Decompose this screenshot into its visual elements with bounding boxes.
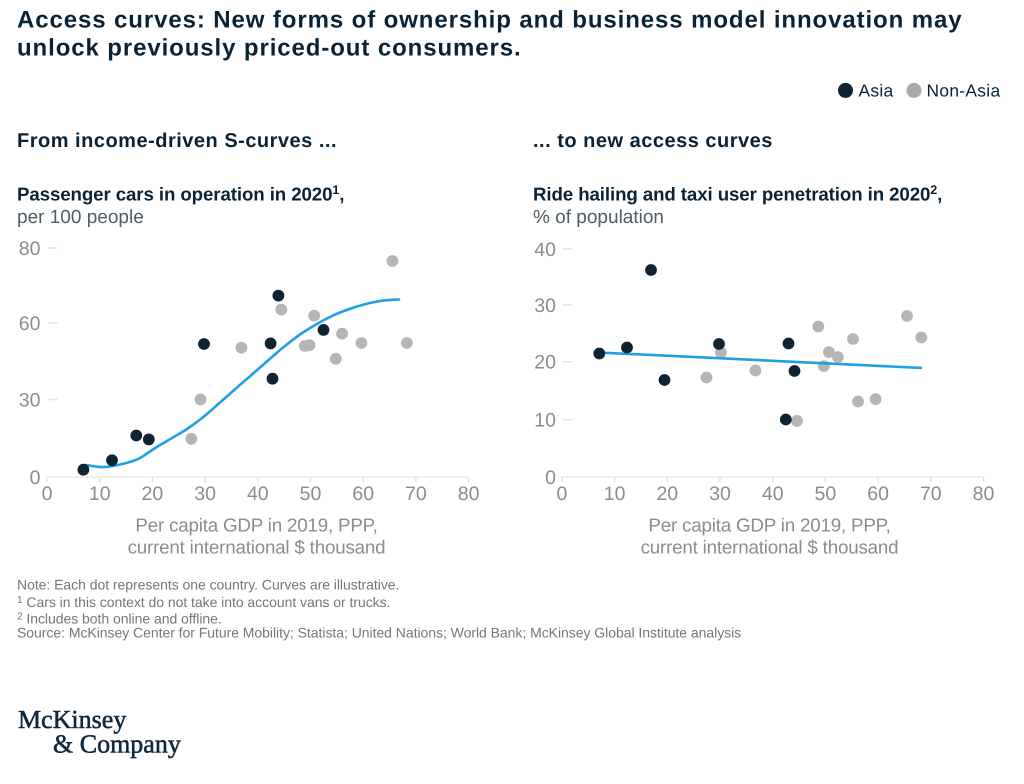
svg-text:60: 60: [352, 483, 374, 505]
svg-text:unlock previously priced-out c: unlock previously priced-out consumers.: [17, 35, 522, 62]
svg-text:current international $ thousa: current international $ thousand: [641, 537, 899, 558]
svg-text:70: 70: [920, 483, 942, 505]
svg-text:20: 20: [534, 352, 556, 374]
svg-text:50: 50: [815, 483, 837, 505]
svg-text:0: 0: [556, 483, 567, 505]
svg-text:30: 30: [709, 483, 731, 505]
svg-text:80: 80: [973, 483, 995, 505]
svg-text:1 Cars in this context do not: 1 Cars in this context do not take into …: [17, 594, 390, 610]
svg-text:current international $ thousa: current international $ thousand: [128, 537, 386, 558]
svg-text:10: 10: [534, 410, 556, 432]
svg-text:50: 50: [300, 483, 322, 505]
svg-text:40: 40: [534, 239, 556, 261]
svg-text:From income-driven S-curves ..: From income-driven S-curves ...: [17, 130, 337, 152]
svg-text:0: 0: [42, 483, 53, 505]
svg-text:Non-Asia: Non-Asia: [927, 81, 1001, 101]
svg-text:2 Includes both online and off: 2 Includes both online and offline.: [17, 611, 222, 627]
svg-text:40: 40: [247, 483, 269, 505]
svg-text:... to new access curves: ... to new access curves: [533, 130, 773, 152]
svg-text:Per capita GDP in 2019, PPP,: Per capita GDP in 2019, PPP,: [648, 514, 890, 535]
svg-text:per 100 people: per 100 people: [17, 207, 144, 228]
svg-text:10: 10: [604, 483, 626, 505]
svg-text:Passenger cars in operation in: Passenger cars in operation in 20201,: [17, 183, 344, 205]
svg-text:Asia: Asia: [859, 81, 894, 101]
svg-text:Access curves: New forms of ow: Access curves: New forms of ownership an…: [17, 7, 962, 34]
svg-text:& Company: & Company: [53, 729, 181, 758]
svg-text:40: 40: [762, 483, 784, 505]
svg-text:80: 80: [19, 238, 41, 260]
svg-text:Ride hailing and taxi user pen: Ride hailing and taxi user penetration i…: [533, 183, 942, 205]
svg-text:0: 0: [30, 467, 41, 489]
svg-text:60: 60: [19, 313, 41, 335]
svg-text:30: 30: [534, 295, 556, 317]
svg-text:% of population: % of population: [533, 207, 664, 228]
svg-text:70: 70: [405, 483, 427, 505]
svg-text:60: 60: [867, 483, 889, 505]
svg-text:McKinsey: McKinsey: [18, 705, 126, 734]
svg-text:0: 0: [545, 467, 556, 489]
svg-text:30: 30: [19, 390, 41, 412]
svg-text:Note: Each dot represents one: Note: Each dot represents one country. C…: [17, 577, 399, 593]
svg-text:80: 80: [458, 483, 480, 505]
svg-text:10: 10: [89, 483, 111, 505]
svg-text:20: 20: [142, 483, 164, 505]
svg-text:30: 30: [194, 483, 216, 505]
svg-text:20: 20: [656, 483, 678, 505]
svg-text:Source: McKinsey Center for Fu: Source: McKinsey Center for Future Mobil…: [17, 625, 741, 641]
svg-text:Per capita GDP in 2019, PPP,: Per capita GDP in 2019, PPP,: [135, 514, 377, 535]
